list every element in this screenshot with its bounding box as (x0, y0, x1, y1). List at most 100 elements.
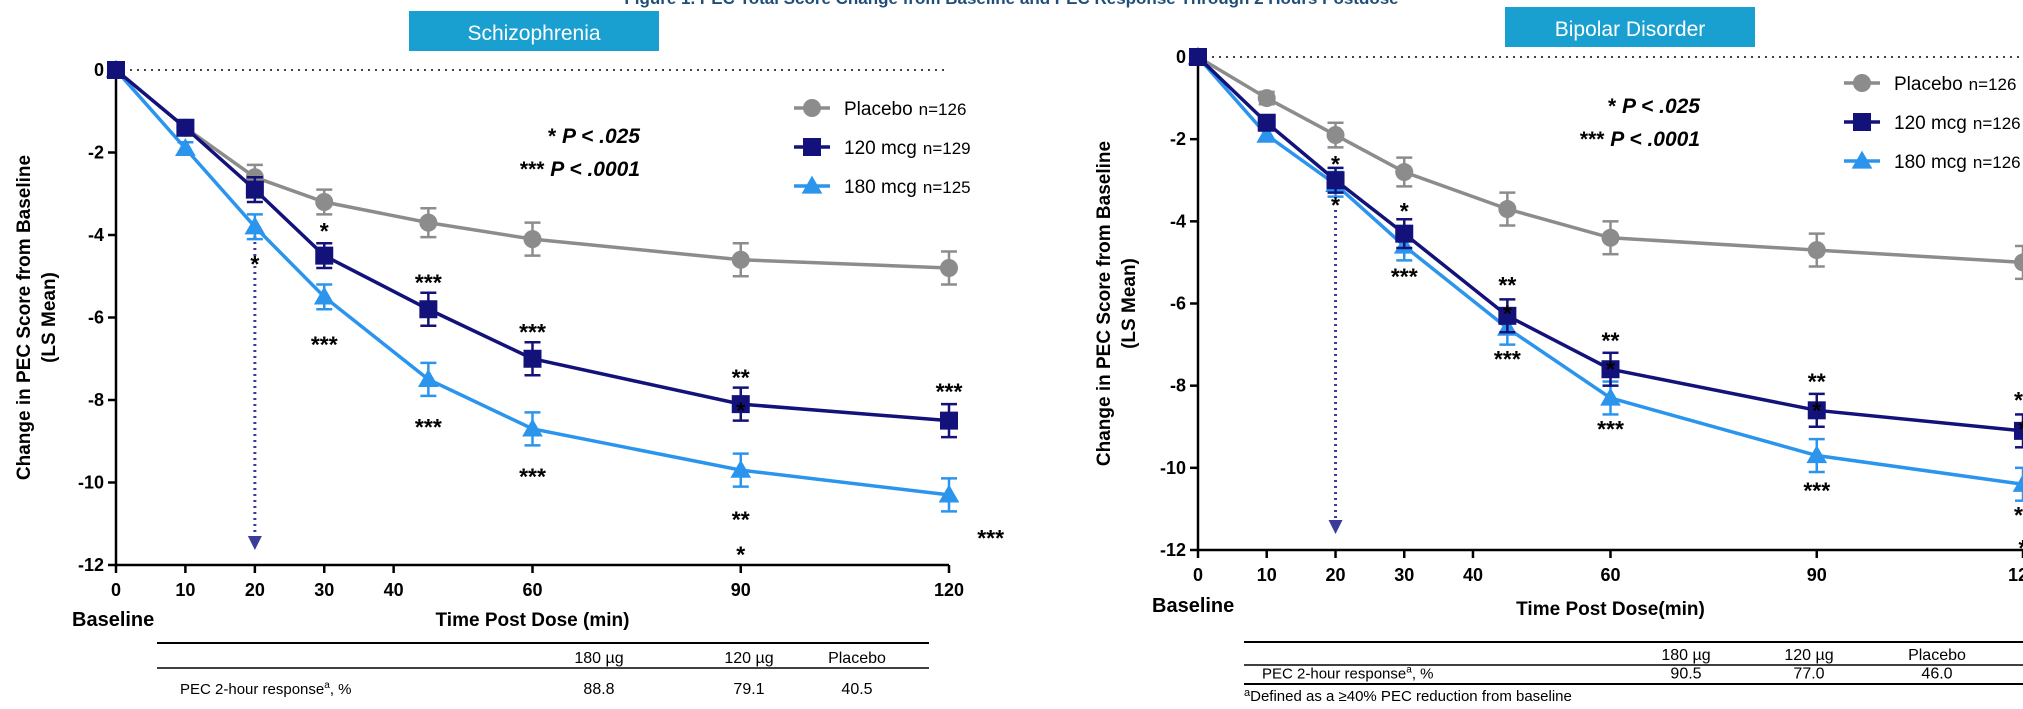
significance-stars: * (2019, 416, 2023, 442)
table-value-cell: 79.1 (733, 681, 764, 698)
footnote-text: Defined as a ≥40% PEC reduction from bas… (1250, 688, 1572, 704)
significance-stars: * (250, 251, 259, 277)
data-point (2012, 473, 2023, 492)
data-point (1326, 126, 1345, 145)
series-line (114, 68, 950, 497)
table-header-cell: 120 µg (1784, 647, 1833, 664)
x-axis-label: Time Post Dose(min) (1516, 599, 1705, 620)
data-point (1498, 306, 1517, 325)
figure-title: Figure 1. PEC Total Score Change from Ba… (0, 0, 2023, 9)
data-point (523, 349, 542, 368)
legend-entry: Placebo n=126 (1894, 74, 2016, 95)
y-tick-label: -4 (88, 225, 104, 245)
x-tick-label: 90 (1807, 565, 1827, 585)
significance-stars: *** (1803, 477, 1830, 503)
data-point (2014, 421, 2023, 440)
significance-stars: *** (415, 414, 442, 440)
data-point (419, 300, 438, 319)
data-point (1326, 171, 1345, 190)
legend-marker (803, 138, 821, 156)
significance-p-value: P < .025 (1622, 95, 1700, 118)
legend-series-name: 120 mcg (844, 138, 917, 159)
data-point (418, 369, 439, 388)
data-point (1498, 200, 1517, 219)
data-point (245, 180, 264, 199)
significance-stars: *** (1494, 346, 1521, 372)
legend-series-n: n=126 (1973, 153, 2021, 172)
x-tick-label: 90 (731, 580, 751, 600)
legend-series-name: 180 mcg (1894, 152, 1967, 173)
significance-stars: ** (1498, 272, 1516, 298)
table-value-cell: 40.5 (841, 681, 872, 698)
legend-marker (801, 175, 823, 194)
legend-series-name: Placebo (1894, 74, 1963, 95)
data-point (1395, 163, 1414, 182)
y-axis-label: Change in PEC Score from Baseline (1094, 141, 1115, 466)
significance-stars-key: * (1608, 95, 1622, 118)
legend-entry: 120 mcg n=126 (1894, 113, 2021, 134)
legend-series-n: n=125 (923, 178, 971, 197)
y-axis-label: Change in PEC Score from Baseline (14, 155, 35, 480)
data-point (523, 230, 542, 249)
legend-marker (803, 99, 821, 117)
significance-stars-key: * (548, 125, 562, 148)
data-point (1601, 228, 1620, 247)
x-tick-label: 120 (2008, 565, 2023, 585)
data-point (1600, 387, 1621, 406)
table-header-cell: 120 µg (724, 650, 773, 667)
significance-stars: ** (1602, 327, 1620, 353)
significance-stars: * (1606, 356, 1615, 382)
legend-series-name: 180 mcg (844, 177, 917, 198)
significance-stars: *** (936, 379, 963, 405)
table-value-cell: 46.0 (1921, 666, 1952, 683)
data-point (731, 395, 750, 414)
significance-legend: * P < .025 (1608, 95, 1700, 118)
legend-series-name: 120 mcg (1894, 113, 1967, 134)
significance-stars: * (1400, 198, 1409, 224)
significance-stars: * (320, 218, 329, 244)
data-point (315, 246, 334, 265)
legend-marker (1853, 113, 1871, 131)
significance-stars: *** (415, 269, 442, 295)
data-point (419, 213, 438, 232)
x-tick-label: 20 (245, 580, 265, 600)
y-axis-label-sub: (LS Mean) (1119, 258, 1140, 349)
legend-marker (1851, 150, 1873, 169)
onset-arrow-head (247, 536, 262, 550)
significance-stars: ** (1808, 369, 1826, 395)
legend-series-n: n=126 (1969, 75, 2017, 94)
significance-stars: *** (1597, 416, 1624, 442)
y-tick-label: -4 (1170, 211, 1186, 231)
y-tick-label: -6 (88, 308, 104, 328)
y-tick-label: -12 (78, 555, 104, 575)
data-point (1807, 241, 1826, 260)
significance-stars-key: *** (1580, 128, 1610, 151)
row-label-text: PEC 2-hour response (1262, 666, 1406, 683)
significance-stars: * (1503, 301, 1512, 327)
table-header-cell: 180 µg (574, 650, 623, 667)
legend-series-name: Placebo (844, 99, 913, 120)
baseline-label: Baseline (1152, 595, 1234, 617)
table-value-cell: 90.5 (1670, 666, 1701, 683)
y-tick-label: 0 (94, 60, 104, 80)
data-point (313, 286, 335, 305)
table-header-cell: Placebo (1908, 647, 1966, 664)
significance-stars: * (2019, 535, 2023, 561)
y-tick-label: -8 (1170, 376, 1186, 396)
y-tick-label: 0 (1176, 47, 1186, 67)
data-point (938, 484, 960, 503)
legend-series-n: n=126 (1973, 114, 2021, 133)
significance-p-value: P < .025 (562, 125, 640, 148)
data-point (107, 61, 125, 79)
series-120-mcg (1189, 48, 2023, 449)
data-point (1806, 445, 1828, 464)
significance-stars: ** (732, 364, 750, 390)
significance-stars: * (736, 397, 745, 423)
significance-legend: * P < .025 (548, 125, 640, 148)
data-point (1257, 113, 1276, 132)
row-label-suffix: , % (330, 681, 352, 698)
legend-series-n: n=126 (919, 100, 967, 119)
series-120-mcg (107, 61, 958, 439)
